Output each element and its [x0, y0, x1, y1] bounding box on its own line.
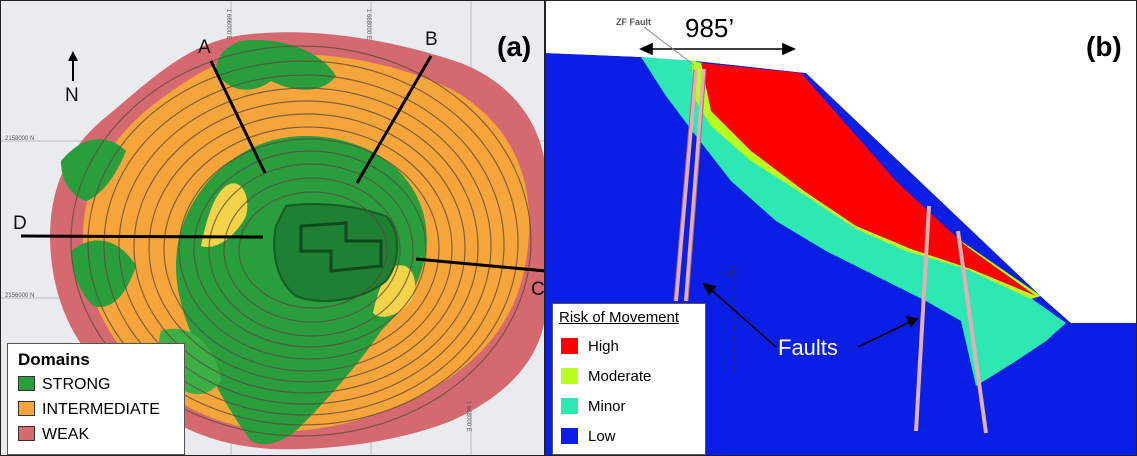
- legend-item-weak: WEAK: [18, 426, 89, 444]
- domains-legend: Domains STRONG INTERMEDIATE WEAK: [7, 343, 185, 455]
- panel-b-cross-section: ZF Fault 985’ ZF Faults (b) Risk of Move…: [545, 0, 1137, 456]
- legend-swatch-weak: [18, 426, 35, 441]
- legend-label-moderate: Moderate: [588, 368, 652, 385]
- legend-swatch-strong: [18, 376, 35, 391]
- legend-item-high: High: [561, 338, 619, 355]
- grid-label-east-3: 1 668000 E: [465, 401, 471, 432]
- faults-arrows: [702, 282, 919, 348]
- legend-label-low: Low: [588, 428, 616, 445]
- faults-label: Faults: [778, 335, 838, 360]
- legend-label-weak: WEAK: [42, 426, 90, 443]
- width-dimension-arrow: [639, 42, 796, 56]
- north-arrow-icon: [68, 51, 78, 81]
- legend-item-intermediate: INTERMEDIATE: [18, 401, 160, 419]
- zf-fault-label: ZF Fault: [616, 17, 651, 27]
- legend-swatch-moderate: [561, 368, 578, 384]
- section-label-c: C: [531, 279, 545, 300]
- panel-a-pit-map: N A B C D 2158000 N 2156000 N 1 666000 E…: [0, 0, 545, 456]
- grid-label-east-1: 1 666000 E: [225, 9, 231, 40]
- legend-label-minor: Minor: [588, 398, 626, 415]
- fault-lines: [674, 68, 988, 434]
- legend-swatch-minor: [561, 398, 578, 414]
- strong-domain-nw: [61, 139, 126, 201]
- legend-item-low: Low: [561, 428, 616, 445]
- domains-legend-title: Domains: [18, 350, 90, 369]
- legend-swatch-intermediate: [18, 401, 35, 416]
- intermediate-highlight-2: [373, 265, 416, 317]
- width-label: 985’: [685, 13, 735, 43]
- section-label-d: D: [13, 213, 27, 234]
- legend-label-high: High: [588, 338, 619, 355]
- zone-high: [701, 63, 1036, 296]
- fault-line-edges: [673, 68, 707, 302]
- pit-bottom-ramp: [299, 221, 383, 273]
- legend-swatch-high: [561, 338, 578, 354]
- legend-label-strong: STRONG: [42, 376, 111, 393]
- strong-domain-north: [216, 40, 336, 90]
- zf-marker-label: ZF: [726, 269, 736, 278]
- panel-b-label: (b): [1086, 31, 1122, 62]
- bench-contours: [70, 45, 532, 437]
- legend-item-minor: Minor: [561, 398, 626, 415]
- legend-item-strong: STRONG: [18, 376, 110, 394]
- north-label: N: [65, 85, 79, 106]
- grid-label-north-1: 2158000 N: [5, 136, 35, 142]
- sky: [546, 1, 1136, 323]
- section-lines: [20, 55, 544, 273]
- legend-swatch-low: [561, 428, 578, 444]
- grid-label-north-2: 2156000 N: [5, 293, 35, 299]
- section-label-a: A: [198, 37, 211, 58]
- zf-fault-pointer: [643, 26, 695, 66]
- panel-a-label: (a): [497, 31, 532, 62]
- pit-bottom: [273, 203, 399, 302]
- risk-legend-title: Risk of Movement: [559, 309, 680, 326]
- legend-label-intermediate: INTERMEDIATE: [42, 401, 160, 418]
- risk-legend: Risk of Movement High Moderate Minor Low: [552, 303, 706, 455]
- legend-item-moderate: Moderate: [561, 368, 651, 385]
- section-label-b: B: [425, 29, 438, 50]
- grid-label-east-2: 1 668000 E: [365, 9, 371, 40]
- intermediate-highlight-1: [201, 183, 248, 247]
